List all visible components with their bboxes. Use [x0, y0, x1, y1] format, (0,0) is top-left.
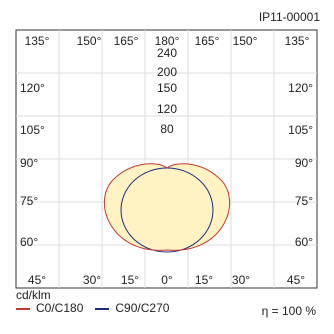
angle-label-bottom-1: 30° [83, 273, 101, 287]
legend-swatch-c0 [16, 307, 30, 310]
angle-label-left-3: 75° [20, 194, 38, 208]
angle-label-bottom-4: 15° [195, 273, 213, 287]
angle-label-right-3: 75° [295, 194, 313, 208]
angle-label-right-4: 60° [295, 235, 313, 249]
legend-swatch-c90 [95, 307, 110, 310]
angle-label-left-2: 90° [20, 156, 38, 170]
angle-label-right-0: 120° [288, 81, 313, 95]
legend-entries: C0/C180 C90/C270 [16, 302, 169, 315]
legend-label-c90: C90/C270 [115, 301, 170, 315]
chart-curves [103, 163, 231, 253]
radial-tick-120: 120 [157, 102, 177, 116]
angle-label-top-3: 180° [155, 34, 180, 48]
legend-label-c0: C0/C180 [36, 301, 84, 315]
light-fill [104, 163, 230, 251]
angle-label-left-1: 105° [20, 123, 45, 137]
chart-labels: 135° 150° 165° 180° 165° 150° 135° 120° 105° 90° 7… [20, 34, 313, 287]
radial-tick-150: 150 [157, 81, 177, 95]
radial-tick-200: 200 [157, 65, 177, 79]
angle-label-bottom-0: 45° [28, 273, 46, 287]
angle-label-right-2: 90° [295, 156, 313, 170]
unit-label: cd/klm [16, 288, 51, 302]
legend: cd/klm C0/C180 C90/C270 [16, 289, 169, 315]
angle-label-bottom-3: 0° [161, 273, 173, 287]
angle-label-left-0: 120° [20, 81, 45, 95]
radial-tick-80: 80 [160, 122, 174, 136]
angle-label-top-5: 150° [233, 34, 258, 48]
angle-label-top-2: 165° [114, 34, 139, 48]
angle-label-bottom-2: 15° [121, 273, 139, 287]
angle-label-bottom-6: 45° [287, 273, 305, 287]
angle-label-bottom-5: 30° [232, 273, 250, 287]
efficiency-label: η = 100 % [261, 304, 316, 318]
angle-label-top-4: 165° [195, 34, 220, 48]
angle-label-left-4: 60° [20, 235, 38, 249]
angle-label-top-1: 150° [77, 34, 102, 48]
product-code: IP11-00001 [258, 10, 320, 24]
angle-label-top-0: 135° [25, 34, 50, 48]
angle-label-right-1: 105° [288, 123, 313, 137]
radial-tick-240: 240 [157, 46, 177, 60]
angle-label-top-6: 135° [285, 34, 310, 48]
series-line-c0 [103, 163, 231, 251]
